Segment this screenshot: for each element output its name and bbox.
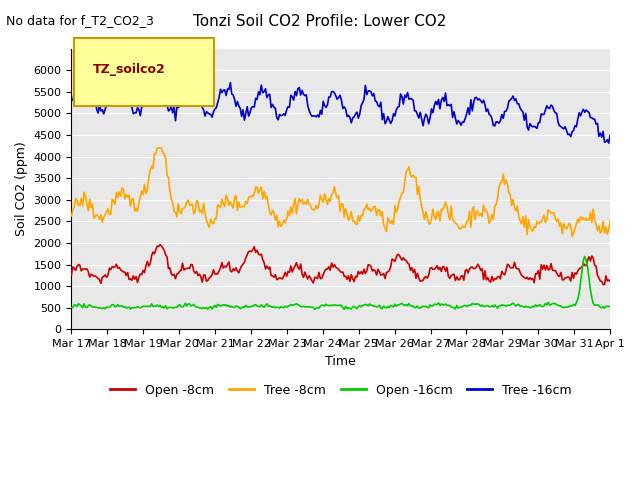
Text: TZ_soilco2: TZ_soilco2 bbox=[93, 63, 166, 76]
Y-axis label: Soil CO2 (ppm): Soil CO2 (ppm) bbox=[15, 142, 28, 236]
Text: Tonzi Soil CO2 Profile: Lower CO2: Tonzi Soil CO2 Profile: Lower CO2 bbox=[193, 14, 447, 29]
Text: No data for f_T2_CO2_3: No data for f_T2_CO2_3 bbox=[6, 14, 154, 27]
Legend: Open -8cm, Tree -8cm, Open -16cm, Tree -16cm: Open -8cm, Tree -8cm, Open -16cm, Tree -… bbox=[104, 379, 577, 402]
X-axis label: Time: Time bbox=[325, 355, 356, 368]
